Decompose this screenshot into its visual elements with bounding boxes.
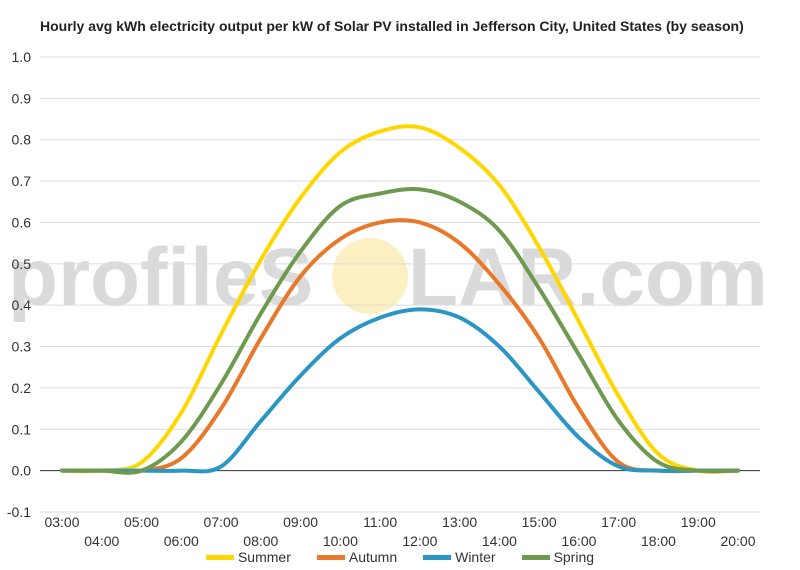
x-tick-label: 09:00 xyxy=(283,514,318,530)
chart-title: Hourly avg kWh electricity output per kW… xyxy=(40,18,744,34)
legend-item-spring: Spring xyxy=(521,549,595,565)
legend-item-summer: Summer xyxy=(205,549,291,565)
x-tick-label: 14:00 xyxy=(482,533,517,549)
x-tick-label: 07:00 xyxy=(204,514,239,530)
y-tick-label: 0.1 xyxy=(12,421,32,437)
y-tick-label: 0.5 xyxy=(12,256,32,272)
x-tick-label: 17:00 xyxy=(601,514,636,530)
x-tick-label: 13:00 xyxy=(442,514,477,530)
x-tick-label: 08:00 xyxy=(243,533,278,549)
watermark-text-right: LAR.com xyxy=(408,232,768,323)
x-tick-label: 16:00 xyxy=(561,533,596,549)
legend-item-winter: Winter xyxy=(423,549,496,565)
y-tick-label: -0.1 xyxy=(7,504,31,520)
x-tick-label: 18:00 xyxy=(641,533,676,549)
legend-label: Summer xyxy=(237,549,291,565)
x-tick-label: 04:00 xyxy=(84,533,119,549)
x-tick-label: 11:00 xyxy=(363,514,397,530)
x-tick-label: 10:00 xyxy=(323,533,358,549)
x-tick-label: 03:00 xyxy=(44,514,79,530)
x-tick-label: 05:00 xyxy=(124,514,159,530)
x-tick-label: 15:00 xyxy=(522,514,557,530)
y-tick-label: 0.8 xyxy=(12,132,32,148)
legend-label: Spring xyxy=(553,549,595,565)
legend-label: Autumn xyxy=(348,549,398,565)
legend-swatch xyxy=(521,554,550,560)
y-tick-label: 0.0 xyxy=(12,463,32,479)
y-tick-label: 0.7 xyxy=(12,173,32,189)
y-tick-label: 1.0 xyxy=(12,49,32,65)
y-tick-label: 0.6 xyxy=(12,214,32,230)
legend-swatch xyxy=(205,554,234,560)
y-tick-label: 0.2 xyxy=(12,380,32,396)
legend-swatch xyxy=(423,554,452,560)
x-tick-label: 06:00 xyxy=(164,533,199,549)
series-line-winter xyxy=(60,307,740,474)
x-tick-label: 12:00 xyxy=(402,533,437,549)
x-tick-label: 19:00 xyxy=(681,514,716,530)
x-tick-label: 20:00 xyxy=(720,533,755,549)
y-tick-label: 0.3 xyxy=(12,339,32,355)
legend-item-autumn: Autumn xyxy=(316,549,398,565)
series-line-summer xyxy=(60,124,740,474)
legend-swatch xyxy=(316,554,345,560)
watermark-sun xyxy=(332,238,408,314)
series-line-autumn xyxy=(60,218,740,474)
series-line-spring xyxy=(60,187,740,475)
legend-label: Winter xyxy=(455,549,496,565)
y-tick-label: 0.9 xyxy=(12,90,32,106)
chart-legend: Summer Autumn Winter Spring xyxy=(0,549,800,565)
y-tick-label: 0.4 xyxy=(12,297,32,313)
